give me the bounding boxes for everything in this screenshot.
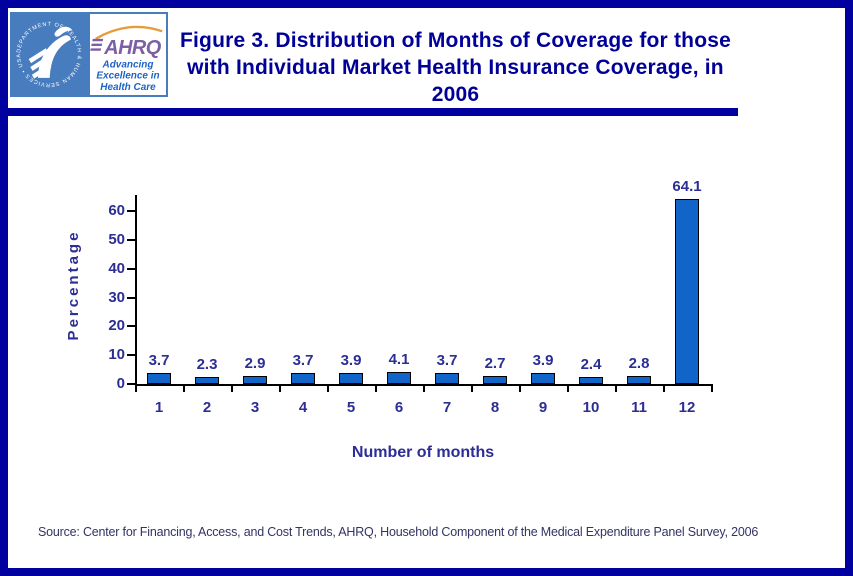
y-tick xyxy=(127,296,135,299)
figure-title-line1: Figure 3. Distribution of Months of Cove… xyxy=(180,29,731,52)
bar-value-label: 64.1 xyxy=(672,178,702,195)
bar-month-7 xyxy=(435,373,459,384)
x-category-label: 10 xyxy=(582,399,600,416)
y-tick xyxy=(127,325,135,328)
figure-title: Figure 3. Distribution of Months of Cove… xyxy=(168,27,743,108)
y-tick xyxy=(127,383,135,385)
ahrq-wordmark: AHRQ Advancing Excellence in Health Care xyxy=(88,12,168,97)
bar-value-label: 3.7 xyxy=(292,352,314,369)
x-category-label: 12 xyxy=(678,399,696,416)
x-axis-title: Number of months xyxy=(351,444,495,461)
x-tick xyxy=(615,386,617,392)
x-category-label: 3 xyxy=(250,399,260,416)
y-tick-label: 20 xyxy=(108,317,125,335)
bar-month-6 xyxy=(387,372,411,384)
tagline-line2: Excellence in xyxy=(96,71,159,82)
figure-title-line2: with Individual Market Health Insurance … xyxy=(187,56,724,106)
ahrq-hhs-logo: DEPARTMENT OF HEALTH & HUMAN SERVICES • … xyxy=(10,12,168,97)
bar-value-label: 3.9 xyxy=(340,352,362,369)
logo-arc xyxy=(95,25,163,40)
bar-value-label: 3.7 xyxy=(148,352,170,369)
x-category-label: 2 xyxy=(202,399,212,416)
x-category-label: 5 xyxy=(346,399,356,416)
bar-value-label: 2.3 xyxy=(196,356,218,373)
bar-value-label: 2.9 xyxy=(244,355,266,372)
x-category-label: 8 xyxy=(490,399,500,416)
x-category-label: 9 xyxy=(538,399,548,416)
bar-value-label: 3.7 xyxy=(436,352,458,369)
y-tick xyxy=(127,210,135,212)
bar-value-label: 2.7 xyxy=(484,355,506,372)
bar-month-4 xyxy=(291,373,315,384)
y-axis-line xyxy=(135,195,137,386)
source-note: Source: Center for Financing, Access, an… xyxy=(38,525,759,539)
y-axis-title: Percentage xyxy=(65,229,82,341)
y-tick-label: 50 xyxy=(108,230,125,248)
x-tick xyxy=(519,386,521,392)
x-tick xyxy=(471,386,473,392)
ahrq-acronym-text: AHRQ xyxy=(103,37,161,59)
x-category-label: 1 xyxy=(154,399,164,416)
bar-month-8 xyxy=(483,376,507,384)
y-tick xyxy=(127,267,135,270)
y-tick xyxy=(127,238,135,241)
header-divider-bar xyxy=(8,108,738,116)
bar-value-label: 2.4 xyxy=(580,356,602,373)
x-category-label: 7 xyxy=(442,399,452,416)
x-tick xyxy=(183,386,185,392)
x-category-label: 6 xyxy=(394,399,404,416)
y-tick-label: 60 xyxy=(108,202,125,219)
bar-month-5 xyxy=(339,373,363,384)
x-category-label: 4 xyxy=(298,399,308,416)
y-tick-label: 10 xyxy=(108,346,125,364)
bar-month-2 xyxy=(195,377,219,384)
bar-value-label: 3.9 xyxy=(532,352,554,369)
y-tick-label: 40 xyxy=(108,259,125,277)
x-tick xyxy=(567,386,569,392)
x-tick xyxy=(279,386,281,392)
bar-value-label: 2.8 xyxy=(628,355,650,372)
bar-month-11 xyxy=(627,376,651,384)
x-axis-line xyxy=(135,384,713,386)
x-tick xyxy=(375,386,377,392)
x-tick xyxy=(663,386,665,392)
x-tick xyxy=(327,386,329,392)
x-tick xyxy=(711,386,713,392)
bar-month-10 xyxy=(579,377,603,384)
y-tick xyxy=(127,354,135,357)
bar-month-1 xyxy=(147,373,171,384)
hhs-seal-icon: DEPARTMENT OF HEALTH & HUMAN SERVICES • … xyxy=(10,12,88,97)
x-tick xyxy=(135,386,137,392)
y-tick-label: 0 xyxy=(116,375,125,392)
x-tick xyxy=(423,386,425,392)
tagline-line1: Advancing xyxy=(102,59,154,70)
bar-value-label: 4.1 xyxy=(388,351,410,368)
tagline-line3: Health Care xyxy=(100,82,156,93)
x-tick xyxy=(231,386,233,392)
bar-month-9 xyxy=(531,373,555,384)
y-tick-label: 30 xyxy=(108,288,125,306)
bar-month-3 xyxy=(243,376,267,384)
x-category-label: 11 xyxy=(631,399,647,416)
bar-month-12 xyxy=(675,199,699,384)
